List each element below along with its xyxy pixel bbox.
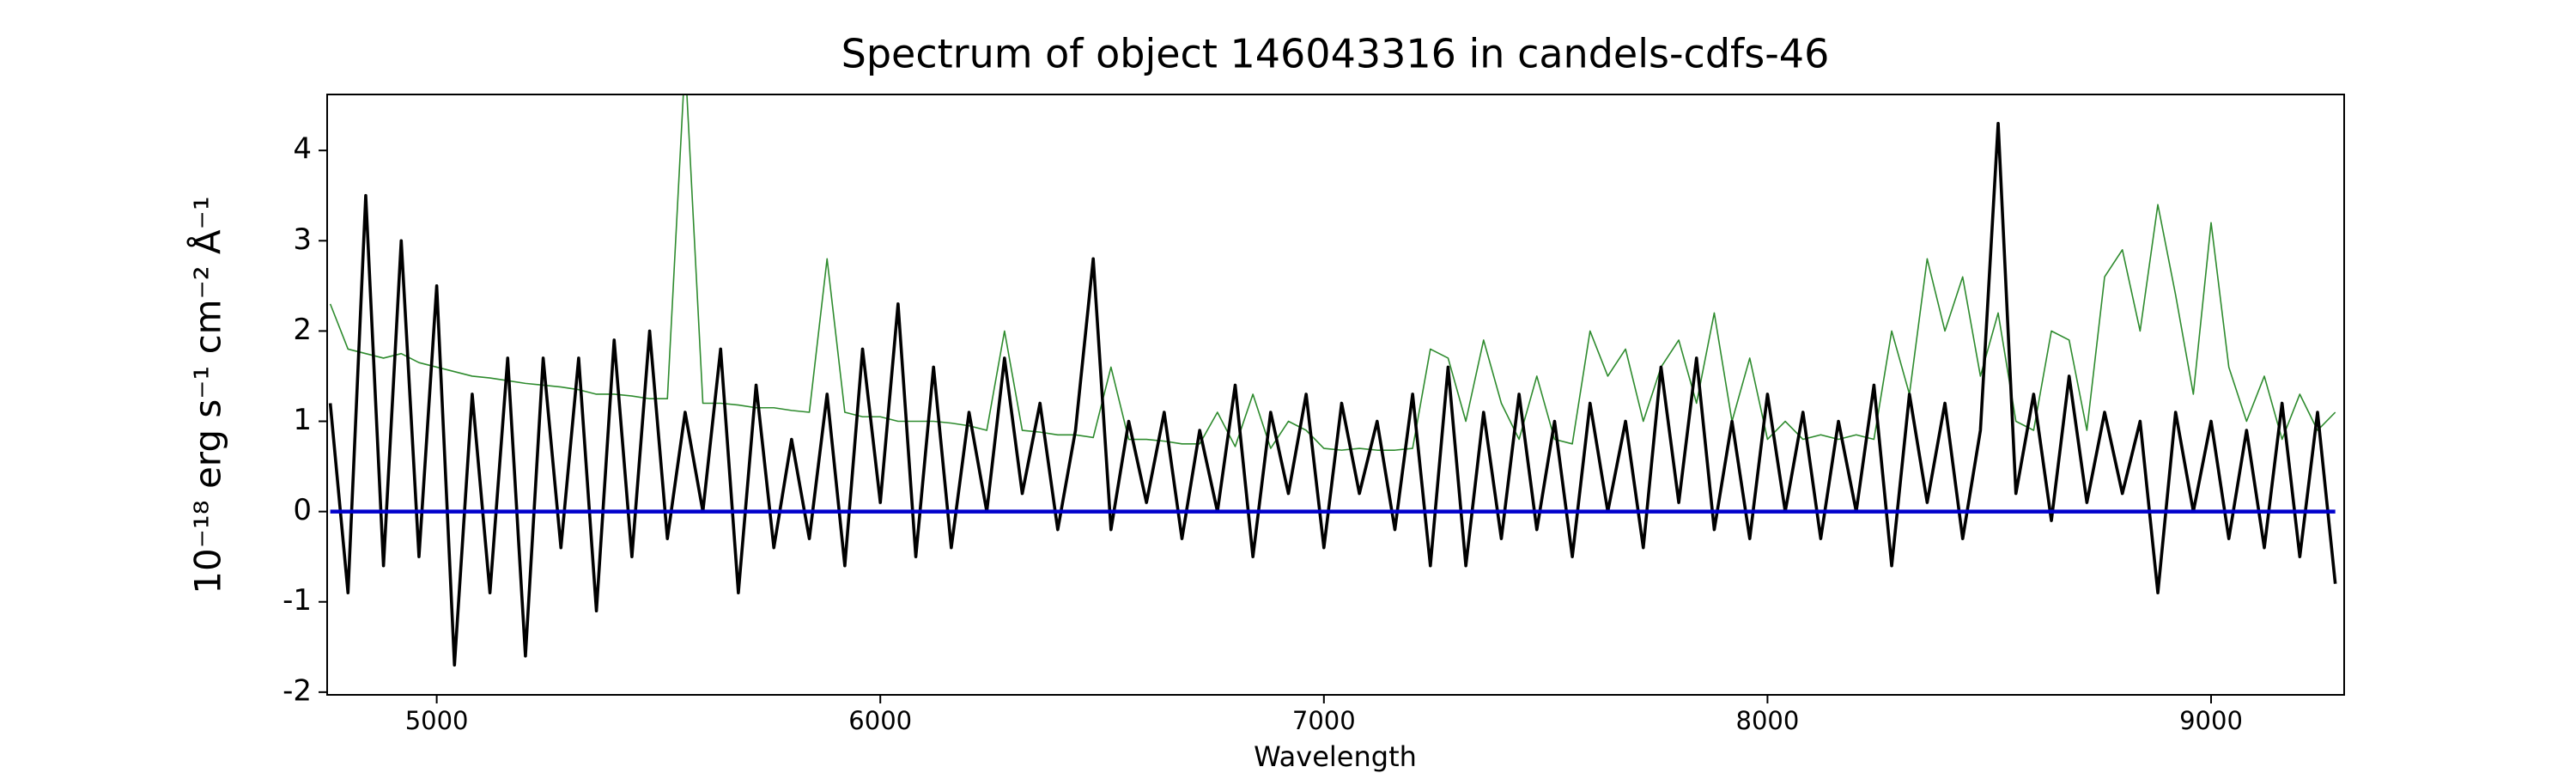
x-tick-label: 6000	[848, 706, 912, 735]
spectrum-line	[329, 94, 2336, 451]
x-tick-label: 8000	[1736, 706, 1800, 735]
x-tick-label: 9000	[2179, 706, 2243, 735]
plot-area	[328, 94, 2337, 667]
y-tick-label: 1	[293, 403, 312, 437]
chart-title: Spectrum of object 146043316 in candels-…	[841, 31, 1830, 77]
plot-frame	[326, 94, 2345, 696]
y-tick-label: 2	[293, 313, 312, 347]
x-axis-label: Wavelength	[1254, 740, 1417, 773]
y-axis-label: 10⁻¹⁸ erg s⁻¹ cm⁻² Å⁻¹	[186, 196, 229, 593]
x-tick-label: 7000	[1292, 706, 1356, 735]
y-tick-label: 3	[293, 222, 312, 257]
y-tick-label: -2	[283, 673, 312, 708]
spectrum-line	[328, 121, 2337, 667]
y-tick-label: 4	[293, 132, 312, 167]
y-tick-label: 0	[293, 493, 312, 527]
x-tick-label: 5000	[405, 706, 469, 735]
y-tick-label: -1	[283, 583, 312, 618]
